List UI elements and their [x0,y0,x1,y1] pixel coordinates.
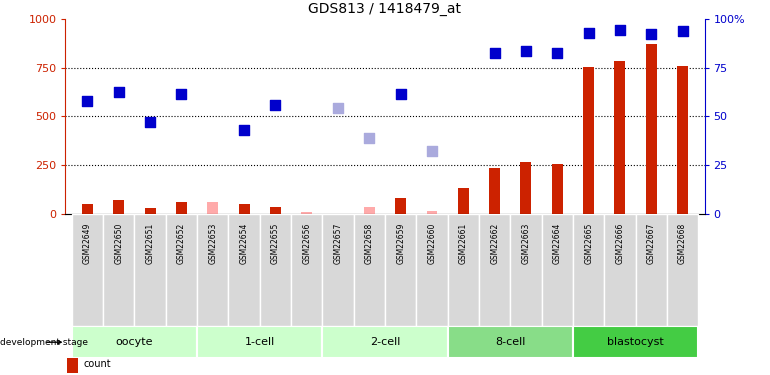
Text: oocyte: oocyte [116,337,153,347]
Point [582,30,594,36]
Bar [176,202,187,214]
Bar [291,214,323,326]
Bar [604,214,635,326]
Title: GDS813 / 1418479_at: GDS813 / 1418479_at [309,2,461,16]
Bar [447,214,479,326]
Point [551,50,564,56]
Bar [417,214,447,326]
Text: 1-cell: 1-cell [245,337,275,347]
Bar [270,207,281,214]
Bar [447,326,573,358]
Point [520,48,532,54]
Text: GSM22667: GSM22667 [647,223,656,264]
Text: GSM22654: GSM22654 [239,223,249,264]
Bar [323,214,353,326]
Point [332,105,344,111]
Text: GSM22652: GSM22652 [177,223,186,264]
Point [645,32,658,38]
Text: GSM22664: GSM22664 [553,223,562,264]
Bar [552,164,563,214]
Text: GSM22660: GSM22660 [427,223,437,264]
Bar [511,214,541,326]
Bar [72,326,197,358]
Bar [103,214,135,326]
Bar [229,214,259,326]
Bar [541,214,573,326]
Bar [197,326,323,358]
Bar [521,162,531,214]
Text: blastocyst: blastocyst [608,337,664,347]
Bar [573,214,604,326]
Text: GSM22661: GSM22661 [459,223,468,264]
Text: GSM22663: GSM22663 [521,223,531,264]
Bar [489,168,500,214]
Point [614,27,626,33]
Point [81,98,93,104]
Bar [67,355,78,373]
Bar [197,214,229,326]
Bar [646,44,657,214]
Text: GSM22659: GSM22659 [396,223,405,264]
Point [112,89,125,95]
Bar [113,200,124,214]
Text: GSM22653: GSM22653 [208,223,217,264]
Text: GSM22655: GSM22655 [271,223,280,264]
Text: GSM22666: GSM22666 [615,223,624,264]
Bar [635,214,667,326]
Bar [395,198,406,214]
Bar [145,208,156,214]
Bar [667,214,698,326]
Bar [323,326,447,358]
Text: 8-cell: 8-cell [495,337,525,347]
Bar [353,214,385,326]
Text: 2-cell: 2-cell [370,337,400,347]
Text: GSM22650: GSM22650 [114,223,123,264]
Text: GSM22665: GSM22665 [584,223,593,264]
Text: GSM22668: GSM22668 [678,223,687,264]
Text: count: count [83,359,111,369]
Bar [677,66,688,214]
Text: development stage: development stage [0,338,88,346]
Bar [135,214,166,326]
Point [363,135,376,141]
Bar [573,326,698,358]
Bar [458,188,469,214]
Bar [82,204,93,214]
Text: GSM22649: GSM22649 [83,223,92,264]
Bar [479,214,511,326]
Point [270,102,282,108]
Bar [614,61,625,214]
Point [488,50,500,56]
Text: GSM22657: GSM22657 [333,223,343,264]
Point [176,91,188,97]
Bar [427,211,437,214]
Text: GSM22662: GSM22662 [490,223,499,264]
Text: GSM22656: GSM22656 [302,223,311,264]
Point [426,148,438,154]
Bar [301,212,312,214]
Point [677,28,689,34]
Text: GSM22658: GSM22658 [365,223,374,264]
Point [394,91,407,97]
Point [238,127,250,133]
Bar [72,214,103,326]
Bar [385,214,417,326]
Bar [259,214,291,326]
Bar [166,214,197,326]
Bar [239,204,249,214]
Bar [364,207,375,214]
Point [144,119,156,125]
Bar [207,202,218,214]
Text: GSM22651: GSM22651 [146,223,155,264]
Bar [583,66,594,214]
